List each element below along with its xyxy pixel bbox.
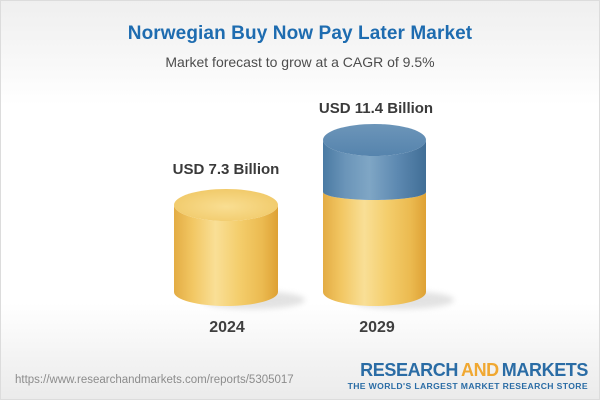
logo-tagline: THE WORLD'S LARGEST MARKET RESEARCH STOR…: [347, 381, 588, 391]
bar-2024-body: [174, 205, 278, 306]
bar-value-label-2024: USD 7.3 Billion: [172, 161, 280, 178]
report-url-link[interactable]: https://www.researchandmarkets.com/repor…: [15, 374, 294, 386]
logo-word-markets: MARKETS: [501, 360, 589, 381]
bar-2024-top: [174, 189, 278, 221]
bar-value-label-2029: USD 11.4 Billion: [318, 100, 434, 117]
logo-wordmark: RESEARCH AND MARKETS: [348, 361, 588, 380]
bar-2029-base-segment: [323, 192, 426, 306]
bar-2029-growth-segment: [323, 140, 426, 200]
logo-word-and: AND: [460, 360, 499, 381]
x-axis-label-2029: 2029: [359, 319, 395, 336]
page-title: Norwegian Buy Now Pay Later Market: [127, 23, 473, 44]
research-and-markets-logo: RESEARCH AND MARKETS THE WORLD'S LARGEST M…: [347, 361, 589, 391]
bar-2029-top: [323, 124, 426, 156]
logo-word-research: RESEARCH: [360, 360, 458, 381]
x-axis-label-2024: 2024: [209, 319, 245, 336]
chart-subtitle: Market forecast to grow at a CAGR of 9.5…: [165, 54, 435, 70]
